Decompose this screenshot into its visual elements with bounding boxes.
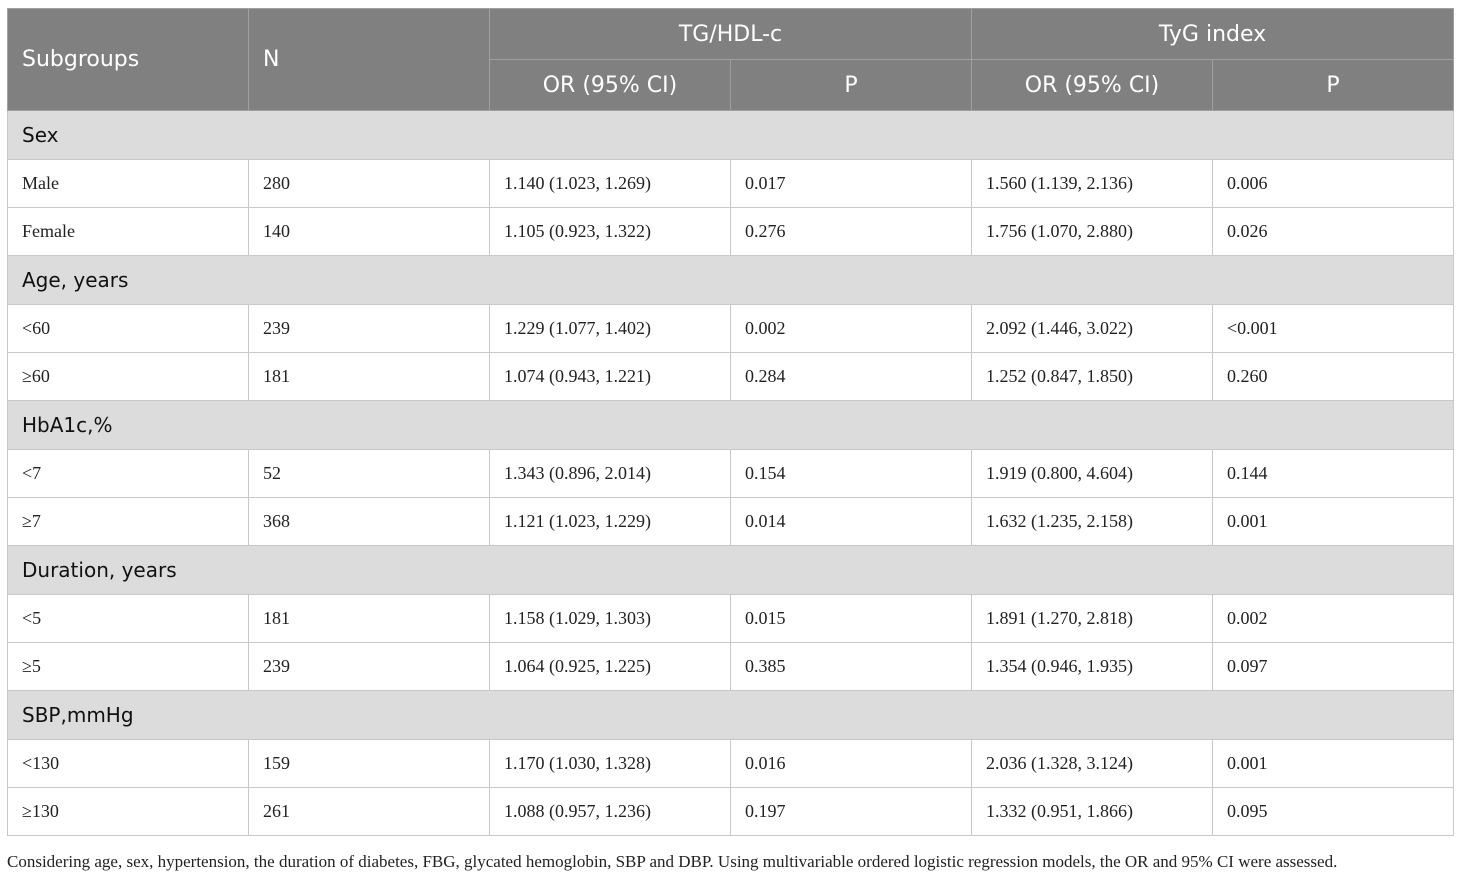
tyg-p-cell: 0.026: [1212, 207, 1455, 256]
tg-or-ci-cell: 1.343 (0.896, 2.014): [489, 449, 731, 498]
header-tg-p: P: [729, 59, 973, 111]
tg-or-ci-cell: 1.229 (1.077, 1.402): [489, 304, 731, 353]
table-row: ≥60 181 1.074 (0.943, 1.221) 0.284 1.252 (0.…: [7, 352, 1455, 401]
tg-or-ci-cell: 1.140 (1.023, 1.269): [489, 159, 731, 208]
table-row: <60 239 1.229 (1.077, 1.402) 0.002 2.092 (1.…: [7, 304, 1455, 353]
n-cell: 368: [248, 497, 490, 546]
tg-p-cell: 0.017: [729, 159, 973, 208]
table-body: Sex Male 280 1.140 (1.023, 1.269) 0.017 1.560…: [6, 110, 1455, 836]
subgroup-cell: Male: [7, 159, 249, 208]
subgroup-analysis-table: Subgroups N TG/HDL-c TyG index OR (95% C…: [6, 8, 1455, 836]
tyg-or-ci-cell: 1.756 (1.070, 2.880): [971, 207, 1214, 256]
subgroup-cell: ≥130: [7, 787, 249, 836]
section-row: Duration, years: [6, 545, 1455, 595]
subgroup-cell: ≥7: [7, 497, 249, 546]
section-label: HbA1c,%: [6, 400, 1455, 450]
tg-or-ci-cell: 1.088 (0.957, 1.236): [489, 787, 731, 836]
tg-p-cell: 0.016: [729, 739, 973, 788]
tg-or-ci-cell: 1.064 (0.925, 1.225): [489, 642, 731, 691]
tg-p-cell: 0.284: [729, 352, 973, 401]
tyg-or-ci-cell: 1.560 (1.139, 2.136): [971, 159, 1214, 208]
tyg-p-cell: 0.095: [1212, 787, 1455, 836]
tg-p-cell: 0.197: [729, 787, 973, 836]
tyg-p-cell: 0.144: [1212, 449, 1455, 498]
header-tg-or-ci: OR (95% CI): [489, 59, 731, 111]
subgroup-cell: <130: [7, 739, 249, 788]
section-row: SBP,mmHg: [6, 690, 1455, 740]
n-cell: 261: [248, 787, 490, 836]
tyg-or-ci-cell: 1.332 (0.951, 1.866): [971, 787, 1214, 836]
table-row: ≥7 368 1.121 (1.023, 1.229) 0.014 1.632 (1.2…: [7, 497, 1455, 546]
tg-or-ci-cell: 1.105 (0.923, 1.322): [489, 207, 731, 256]
header-tyg-or-ci: OR (95% CI): [971, 59, 1214, 111]
section-label: Sex: [6, 110, 1455, 160]
header-subgroups: Subgroups: [7, 8, 249, 111]
table-row: Female 140 1.105 (0.923, 1.322) 0.276 1.756 …: [7, 207, 1455, 256]
tyg-or-ci-cell: 1.354 (0.946, 1.935): [971, 642, 1214, 691]
subgroup-cell: <60: [7, 304, 249, 353]
tg-p-cell: 0.154: [729, 449, 973, 498]
n-cell: 239: [248, 642, 490, 691]
tyg-p-cell: 0.001: [1212, 497, 1455, 546]
header-n: N: [248, 8, 490, 111]
subgroup-cell: ≥60: [7, 352, 249, 401]
n-cell: 280: [248, 159, 490, 208]
header-tyg-p: P: [1212, 59, 1455, 111]
tg-or-ci-cell: 1.158 (1.029, 1.303): [489, 594, 731, 643]
table-row: <5 181 1.158 (1.029, 1.303) 0.015 1.891 (1.2…: [7, 594, 1455, 643]
n-cell: 239: [248, 304, 490, 353]
table-header: Subgroups N TG/HDL-c TyG index OR (95% C…: [7, 8, 1455, 111]
header-tyg-index: TyG index: [971, 8, 1455, 60]
tg-p-cell: 0.385: [729, 642, 973, 691]
section-row: Age, years: [6, 255, 1455, 305]
tg-p-cell: 0.276: [729, 207, 973, 256]
n-cell: 159: [248, 739, 490, 788]
tg-or-ci-cell: 1.074 (0.943, 1.221): [489, 352, 731, 401]
subgroup-cell: <5: [7, 594, 249, 643]
tyg-or-ci-cell: 1.891 (1.270, 2.818): [971, 594, 1214, 643]
tyg-p-cell: 0.097: [1212, 642, 1455, 691]
n-cell: 140: [248, 207, 490, 256]
table-row: <130 159 1.170 (1.030, 1.328) 0.016 2.036 (1…: [7, 739, 1455, 788]
section-label: Age, years: [6, 255, 1455, 305]
tg-p-cell: 0.002: [729, 304, 973, 353]
n-cell: 181: [248, 594, 490, 643]
table-row: ≥130 261 1.088 (0.957, 1.236) 0.197 1.332 (0…: [7, 787, 1455, 836]
subgroup-cell: <7: [7, 449, 249, 498]
tyg-or-ci-cell: 2.092 (1.446, 3.022): [971, 304, 1214, 353]
section-label: Duration, years: [6, 545, 1455, 595]
subgroup-cell: ≥5: [7, 642, 249, 691]
table-footnote: Considering age, sex, hypertension, the …: [7, 852, 1338, 871]
tg-or-ci-cell: 1.170 (1.030, 1.328): [489, 739, 731, 788]
tg-p-cell: 0.015: [729, 594, 973, 643]
tyg-or-ci-cell: 2.036 (1.328, 3.124): [971, 739, 1214, 788]
section-row: Sex: [6, 110, 1455, 160]
n-cell: 52: [248, 449, 490, 498]
tyg-p-cell: 0.001: [1212, 739, 1455, 788]
tg-or-ci-cell: 1.121 (1.023, 1.229): [489, 497, 731, 546]
tyg-p-cell: 0.260: [1212, 352, 1455, 401]
tyg-or-ci-cell: 1.919 (0.800, 4.604): [971, 449, 1214, 498]
table-row: <7 52 1.343 (0.896, 2.014) 0.154 1.919 (0.80…: [7, 449, 1455, 498]
header-tg-hdl: TG/HDL-c: [488, 8, 973, 60]
tyg-or-ci-cell: 1.632 (1.235, 2.158): [971, 497, 1214, 546]
tyg-p-cell: 0.006: [1212, 159, 1455, 208]
subgroup-cell: Female: [7, 207, 249, 256]
table-row: Male 280 1.140 (1.023, 1.269) 0.017 1.560 (1…: [7, 159, 1455, 208]
section-row: HbA1c,%: [6, 400, 1455, 450]
n-cell: 181: [248, 352, 490, 401]
tyg-p-cell: <0.001: [1212, 304, 1455, 353]
tg-p-cell: 0.014: [729, 497, 973, 546]
tyg-or-ci-cell: 1.252 (0.847, 1.850): [971, 352, 1214, 401]
table-row: ≥5 239 1.064 (0.925, 1.225) 0.385 1.354 (0.9…: [7, 642, 1455, 691]
tyg-p-cell: 0.002: [1212, 594, 1455, 643]
section-label: SBP,mmHg: [6, 690, 1455, 740]
